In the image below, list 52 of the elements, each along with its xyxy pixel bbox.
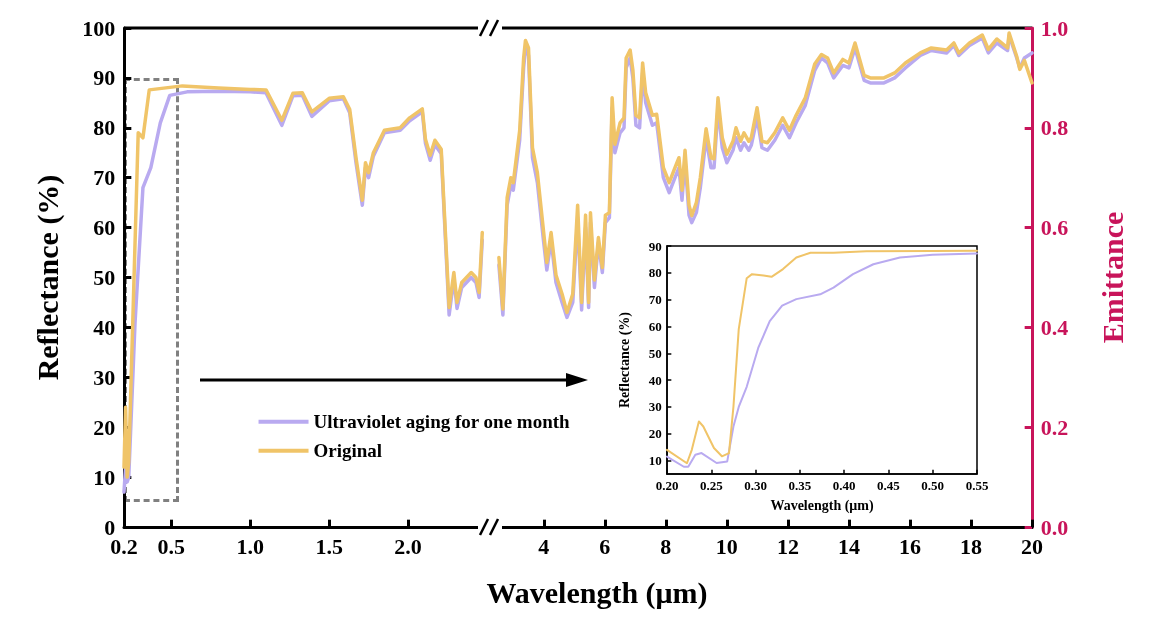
x-tick-label: 0.55 bbox=[965, 478, 989, 494]
x-tick-label: 0.5 bbox=[157, 534, 186, 560]
y-tick-label: 70 bbox=[648, 292, 662, 308]
x-tick-label: 0.25 bbox=[699, 478, 724, 494]
x-tick-label: 0.50 bbox=[921, 478, 945, 494]
y-tick-label: 40 bbox=[648, 372, 662, 388]
y-tick-label: 90 bbox=[93, 65, 116, 91]
y2-tick-label: 0.4 bbox=[1040, 314, 1069, 340]
x-axis-title: Wavelength (μm) bbox=[770, 497, 874, 514]
x-tick-label: 0.45 bbox=[877, 478, 901, 494]
x-tick-label: 12 bbox=[776, 534, 799, 560]
x-axis-title: Wavelength (μm) bbox=[486, 575, 708, 610]
y-axis-title: Reflectance (%) bbox=[30, 174, 65, 381]
y2-tick-label: 0.6 bbox=[1040, 215, 1069, 241]
x-tick-label: 2.0 bbox=[394, 534, 422, 560]
legend-label: Ultraviolet aging for one month bbox=[313, 411, 571, 433]
y-tick-label: 40 bbox=[93, 314, 116, 340]
legend-label: Original bbox=[313, 440, 383, 462]
x-tick-label: 20 bbox=[1021, 534, 1043, 560]
y-tick-label: 30 bbox=[93, 364, 116, 390]
x-tick-label: 18 bbox=[959, 534, 982, 560]
y-tick-label: 10 bbox=[648, 453, 662, 469]
y-tick-label: 80 bbox=[648, 265, 662, 281]
y2-axis-title: Emittance bbox=[1095, 211, 1129, 344]
y-tick-label: 30 bbox=[648, 399, 662, 415]
x-tick-label: 8 bbox=[660, 534, 672, 560]
y-tick-label: 50 bbox=[93, 265, 116, 290]
x-tick-label: 1.5 bbox=[315, 534, 343, 560]
y2-tick-label: 0.8 bbox=[1040, 115, 1069, 141]
x-tick-label: 0.20 bbox=[655, 478, 679, 494]
y2-tick-label: 1.0 bbox=[1040, 15, 1069, 41]
y-tick-label: 90 bbox=[648, 238, 662, 254]
y-tick-label: 80 bbox=[93, 115, 116, 141]
x-tick-label: 16 bbox=[898, 534, 921, 560]
y-tick-label: 60 bbox=[93, 215, 116, 241]
y-tick-label: 70 bbox=[93, 165, 116, 191]
y-tick-label: 20 bbox=[648, 426, 662, 442]
x-tick-label: 6 bbox=[599, 534, 611, 560]
x-tick-label: 14 bbox=[837, 534, 860, 560]
y2-tick-label: 0.0 bbox=[1040, 514, 1069, 540]
y-tick-label: 100 bbox=[82, 15, 116, 41]
x-tick-label: 0.30 bbox=[744, 478, 767, 494]
y-axis-title: Reflectance (%) bbox=[616, 311, 633, 409]
x-tick-label: 0.40 bbox=[832, 478, 856, 494]
y-tick-label: 50 bbox=[648, 345, 662, 361]
x-tick-label: 10 bbox=[715, 534, 738, 560]
x-tick-label: 4 bbox=[538, 534, 550, 560]
y-tick-label: 60 bbox=[648, 318, 662, 334]
x-tick-label: 1.0 bbox=[236, 534, 265, 560]
x-tick-label: 0.35 bbox=[788, 478, 812, 494]
y-tick-label: 20 bbox=[93, 414, 116, 440]
y2-tick-label: 0.2 bbox=[1040, 414, 1069, 440]
